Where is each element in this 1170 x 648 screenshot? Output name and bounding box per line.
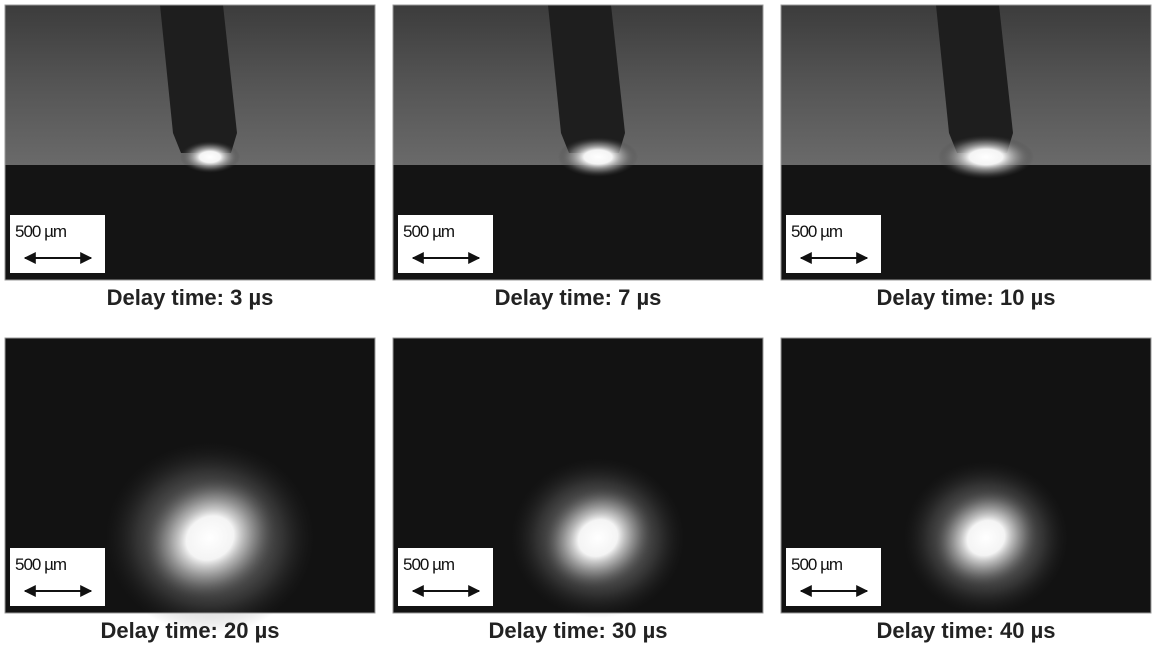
scale-label: 500 µm [403,555,455,574]
panel: 500 µm [5,5,375,280]
caption: Delay time: 7 µs [495,285,662,310]
caption: Delay time: 20 µs [101,618,280,643]
scale-label: 500 µm [15,555,67,574]
panel: 500 µm [781,5,1151,280]
plasma [558,137,638,177]
scale-label: 500 µm [791,222,843,241]
plasma [938,135,1034,179]
panel: 500 µm [781,338,1151,615]
caption: Delay time: 30 µs [489,618,668,643]
scale-label: 500 µm [791,555,843,574]
caption: Delay time: 10 µs [877,285,1056,310]
caption: Delay time: 40 µs [877,618,1056,643]
scale-label: 500 µm [15,222,67,241]
panel: 500 µm [393,5,763,280]
plasma [180,141,240,173]
panel: 500 µm [393,338,763,618]
scale-label: 500 µm [403,222,455,241]
panel: 500 µm [5,338,375,634]
figure: 500 µm Delay time: 3 µs 500 µm Delay time: … [0,0,1170,648]
caption: Delay time: 3 µs [107,285,274,310]
